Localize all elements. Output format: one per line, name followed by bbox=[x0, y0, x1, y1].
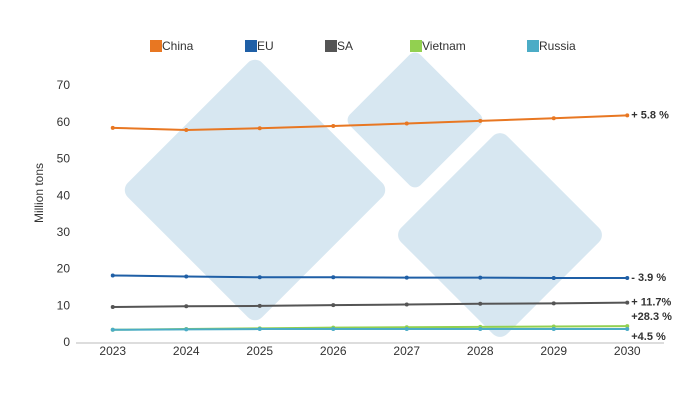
point bbox=[404, 302, 409, 307]
line bbox=[112, 301, 628, 309]
point bbox=[184, 274, 189, 279]
x-tick-label: 2028 bbox=[467, 344, 494, 358]
point bbox=[478, 275, 483, 280]
legend-swatch bbox=[410, 40, 422, 52]
point bbox=[625, 327, 630, 332]
point bbox=[331, 124, 336, 129]
end-label: - 3.9 % bbox=[631, 272, 666, 284]
legend-label: China bbox=[162, 39, 194, 53]
point bbox=[110, 125, 115, 130]
end-label: + 5.8 % bbox=[631, 109, 669, 121]
point bbox=[478, 327, 483, 332]
point bbox=[551, 276, 556, 281]
point bbox=[331, 327, 336, 332]
point bbox=[625, 324, 630, 329]
legend-label: EU bbox=[257, 39, 274, 53]
point bbox=[625, 300, 630, 305]
end-label: + 11.7% bbox=[631, 297, 671, 309]
point bbox=[331, 275, 336, 280]
legend-swatch bbox=[245, 40, 257, 52]
point bbox=[257, 327, 262, 332]
end-label: +28.3 % bbox=[631, 311, 672, 323]
y-tick-label: 60 bbox=[57, 115, 71, 129]
point bbox=[257, 275, 262, 280]
legend-label: Russia bbox=[539, 39, 576, 53]
point bbox=[551, 327, 556, 332]
point bbox=[625, 276, 630, 281]
y-tick-label: 0 bbox=[63, 335, 70, 349]
point bbox=[110, 327, 115, 332]
point bbox=[257, 303, 262, 308]
point bbox=[478, 118, 483, 123]
point bbox=[551, 116, 556, 121]
point bbox=[257, 126, 262, 131]
point bbox=[404, 275, 409, 280]
line bbox=[112, 114, 628, 132]
x-tick-label: 2029 bbox=[540, 344, 567, 358]
watermark bbox=[124, 52, 602, 337]
y-tick-label: 10 bbox=[57, 298, 71, 312]
point bbox=[404, 121, 409, 126]
y-axis-label: Million tons bbox=[32, 163, 46, 223]
y-tick-label: 40 bbox=[57, 188, 71, 202]
x-tick-label: 2027 bbox=[393, 344, 420, 358]
point bbox=[184, 128, 189, 133]
point bbox=[331, 303, 336, 308]
point bbox=[184, 304, 189, 309]
point bbox=[110, 305, 115, 310]
line bbox=[112, 274, 628, 280]
line bbox=[112, 328, 628, 331]
x-tick-label: 2023 bbox=[99, 344, 126, 358]
x-tick-label: 2024 bbox=[173, 344, 200, 358]
legend-swatch bbox=[150, 40, 162, 52]
y-tick-label: 70 bbox=[57, 78, 71, 92]
point bbox=[110, 273, 115, 278]
end-label: +4.5 % bbox=[631, 331, 666, 343]
point bbox=[625, 113, 630, 118]
x-tick-label: 2026 bbox=[320, 344, 347, 358]
legend-swatch bbox=[325, 40, 337, 52]
legend-swatch bbox=[527, 40, 539, 52]
y-tick-label: 30 bbox=[57, 225, 71, 239]
legend-label: Vietnam bbox=[422, 39, 466, 53]
point bbox=[404, 327, 409, 332]
x-tick-label: 2030 bbox=[614, 344, 641, 358]
y-tick-label: 50 bbox=[57, 152, 71, 166]
x-tick-label: 2025 bbox=[246, 344, 273, 358]
point bbox=[551, 301, 556, 306]
point bbox=[478, 301, 483, 306]
legend-label: SA bbox=[337, 39, 353, 53]
point bbox=[184, 327, 189, 332]
y-tick-label: 20 bbox=[57, 262, 71, 276]
